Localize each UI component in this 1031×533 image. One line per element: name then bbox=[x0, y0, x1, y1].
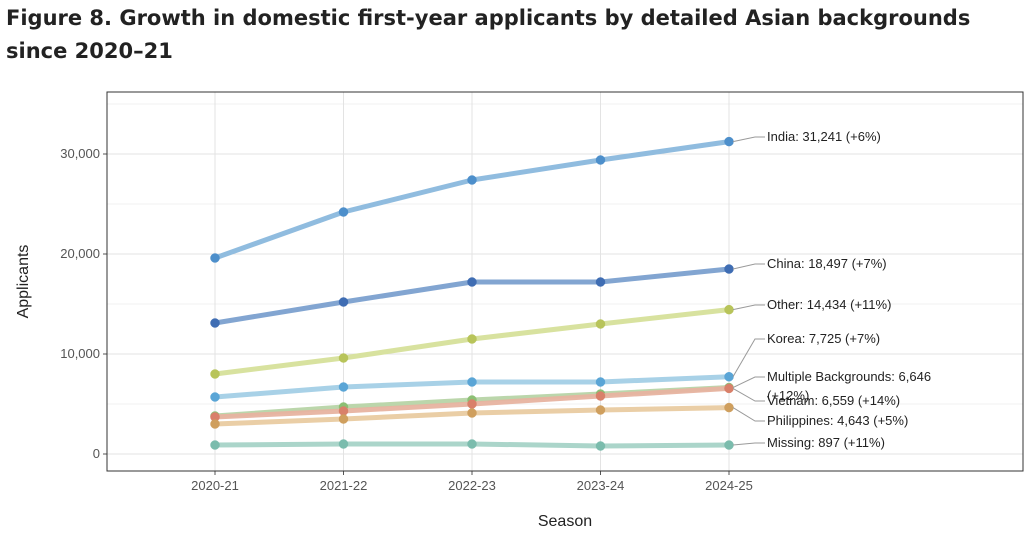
y-tick-label: 20,000 bbox=[60, 246, 100, 261]
data-point bbox=[467, 334, 477, 344]
data-point bbox=[210, 318, 220, 328]
x-axis-title: Season bbox=[538, 513, 592, 530]
data-point bbox=[338, 406, 349, 416]
data-point bbox=[467, 399, 477, 409]
data-point bbox=[338, 439, 349, 449]
series-group bbox=[210, 372, 734, 402]
series-lines bbox=[210, 136, 734, 451]
label-leader bbox=[732, 304, 765, 311]
data-point bbox=[724, 304, 734, 315]
y-tick-label: 10,000 bbox=[60, 346, 100, 361]
y-axis-title: Applicants bbox=[15, 245, 32, 319]
data-point bbox=[210, 440, 220, 450]
label-leaders bbox=[732, 136, 765, 446]
series-end-label: Missing: 897 (+11%) bbox=[767, 435, 885, 450]
series-group bbox=[210, 136, 734, 263]
data-point bbox=[595, 391, 606, 401]
data-point bbox=[467, 377, 477, 387]
data-point bbox=[595, 319, 606, 329]
end-labels: India: 31,241 (+6%) China: 18,497 (+7%) Ot… bbox=[767, 129, 931, 450]
series-end-label: Multiple Backgrounds: 6,646 bbox=[767, 369, 931, 384]
data-point bbox=[595, 441, 606, 451]
data-point bbox=[595, 377, 606, 387]
data-point bbox=[210, 369, 220, 379]
data-point bbox=[338, 414, 349, 424]
data-point bbox=[467, 408, 477, 418]
series-group bbox=[210, 439, 734, 451]
data-point bbox=[724, 264, 734, 274]
data-point bbox=[467, 277, 477, 287]
label-leader bbox=[732, 376, 765, 388]
data-point bbox=[210, 392, 220, 402]
series-group bbox=[210, 383, 734, 422]
data-point bbox=[595, 155, 606, 165]
data-point bbox=[724, 383, 734, 394]
series-group bbox=[210, 304, 734, 379]
data-point bbox=[210, 253, 220, 263]
data-point bbox=[595, 277, 606, 287]
x-tick-label: 2021-22 bbox=[320, 478, 368, 493]
x-tick-label: 2022-23 bbox=[448, 478, 496, 493]
figure-title: Figure 8. Growth in domestic first-year … bbox=[6, 6, 971, 63]
data-point bbox=[724, 402, 734, 413]
plot-panel-border bbox=[106, 91, 1024, 472]
series-end-label: Philippines: 4,643 (+5%) bbox=[767, 413, 908, 428]
label-leader bbox=[732, 407, 765, 422]
x-tick-label: 2023-24 bbox=[577, 478, 625, 493]
data-point bbox=[338, 207, 349, 217]
data-point bbox=[210, 419, 220, 429]
series-end-label: Other: 14,434 (+11%) bbox=[767, 297, 891, 312]
series-end-label: India: 31,241 (+6%) bbox=[767, 129, 881, 144]
series-group bbox=[210, 264, 734, 328]
axes: 0 10,000 20,000 30,000 2020-21 2021-22 2022-23… bbox=[60, 146, 753, 493]
series-end-label: China: 18,497 (+7%) bbox=[767, 256, 887, 271]
x-tick-label: 2020-21 bbox=[191, 478, 239, 493]
label-leader bbox=[732, 263, 765, 270]
label-leader bbox=[732, 136, 765, 143]
data-point bbox=[724, 136, 734, 147]
series-end-label: (+12%) bbox=[767, 388, 809, 403]
data-point bbox=[467, 439, 477, 449]
series-group bbox=[210, 402, 734, 429]
label-leader bbox=[732, 338, 765, 378]
series-end-label: Vietnam: 6,559 (+14%) bbox=[767, 393, 900, 408]
data-point bbox=[595, 405, 606, 415]
data-point bbox=[724, 372, 734, 382]
y-tick-label: 30,000 bbox=[60, 146, 100, 161]
data-point bbox=[338, 382, 349, 392]
label-leader bbox=[732, 387, 765, 402]
label-leader bbox=[732, 442, 765, 446]
x-tick-label: 2024-25 bbox=[705, 478, 753, 493]
data-point bbox=[338, 353, 349, 363]
data-point bbox=[338, 297, 349, 307]
y-tick-label: 0 bbox=[93, 446, 100, 461]
data-point bbox=[724, 440, 734, 450]
data-point bbox=[467, 175, 477, 185]
series-end-label: Korea: 7,725 (+7%) bbox=[767, 331, 880, 346]
